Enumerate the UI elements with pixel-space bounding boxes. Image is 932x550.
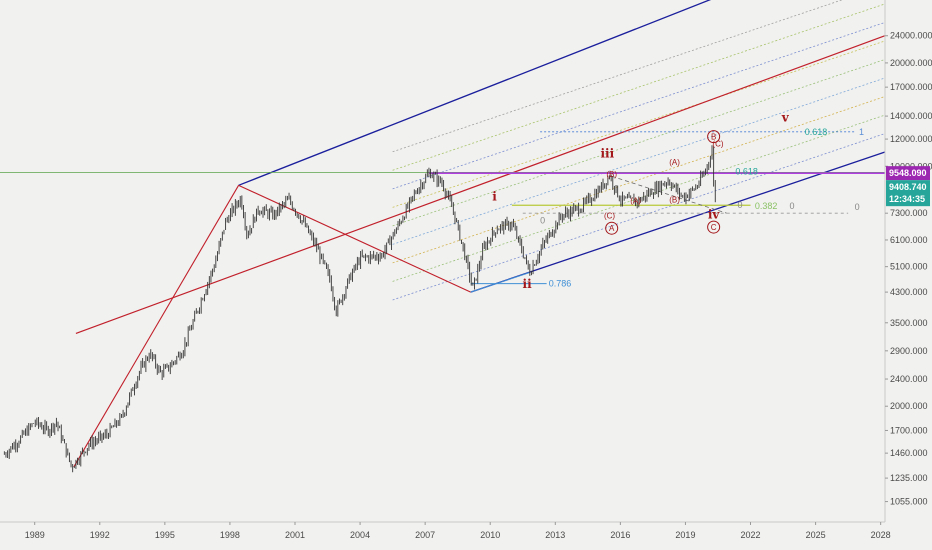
subwave-label: (C) [604, 211, 615, 220]
horizontal-levels [0, 131, 885, 293]
fan-line [392, 133, 886, 301]
fib-fan-lines [392, 0, 886, 301]
y-tick-label: 1055.000 [890, 497, 928, 507]
blue-upper-channel-line [238, 0, 712, 186]
price-series [3, 145, 716, 473]
subwave-label: (A) [630, 196, 641, 205]
y-tick-label: 5100.000 [890, 262, 928, 272]
fan-line [392, 0, 843, 153]
fib-label: 1 [859, 127, 864, 137]
x-tick-label: 2019 [675, 530, 695, 540]
circled-wave-marker [605, 221, 619, 235]
wave-label: i [492, 189, 497, 203]
wave-label: ii [523, 277, 533, 291]
circled-wave-marker [707, 220, 721, 234]
fib-label: 0 [540, 216, 545, 226]
red-median-line [75, 35, 886, 334]
purple-price-badge [886, 166, 930, 181]
fib-label: 0.618 [735, 167, 758, 177]
subwave-label: (C) [712, 140, 723, 149]
x-tick-label: 2022 [740, 530, 760, 540]
fan-line [392, 22, 886, 190]
wave-label: v [781, 111, 790, 125]
y-tick-label: 2000.000 [890, 401, 928, 411]
retracement-line [470, 272, 530, 293]
y-tick-label: 14000.000 [890, 111, 932, 121]
fan-line [392, 3, 886, 171]
y-tick-label: 7300.000 [890, 208, 928, 218]
subwave-label: (B) [669, 195, 680, 204]
y-tick-label: 2400.000 [890, 374, 928, 384]
circled-wave-marker [707, 130, 721, 144]
fan-line [392, 77, 886, 245]
x-tick-label: 2025 [806, 530, 826, 540]
y-tick-label: 6100.000 [890, 235, 928, 245]
fan-line [392, 114, 886, 282]
fan-line [392, 40, 886, 208]
y-tick-label: 1460.000 [890, 448, 928, 458]
circled-wave-label: A [609, 224, 615, 233]
x-tick-label: 1995 [155, 530, 175, 540]
red-impulse-line [73, 185, 240, 468]
blue-lower-channel-line [470, 151, 886, 293]
x-tick-label: 2004 [350, 530, 370, 540]
fib-label: 0 [738, 200, 743, 210]
y-tick-label: 20000.000 [890, 58, 932, 68]
fib-label: 0.382 [755, 201, 778, 211]
purple-price-badge-text: 9548.090 [889, 168, 927, 178]
fan-line [392, 96, 886, 264]
y-tick-label: 24000.000 [890, 31, 932, 41]
x-axis[interactable]: 1989 1992 1995 1998 2001 2004 2007 2010 2013 2016… [0, 521, 891, 540]
fib-label: 0.618 [805, 127, 828, 137]
subwave-label: (B) [606, 170, 617, 179]
y-tick-label: 12000.000 [890, 134, 932, 144]
y-axis[interactable]: 24000.000 20000.000 17000.000 14000.000 1200… [884, 0, 932, 522]
red-handle-line [238, 184, 471, 293]
x-tick-label: 2028 [871, 530, 891, 540]
fib-label: 0 [855, 202, 860, 212]
x-tick-label: 2001 [285, 530, 305, 540]
grey-dashed-trend [611, 175, 727, 214]
x-tick-label: 1989 [25, 530, 45, 540]
circled-wave-label: B [711, 133, 716, 142]
y-tick-label: 1700.000 [890, 425, 928, 435]
y-tick-label: 4300.000 [890, 287, 928, 297]
circled-wave-label: C [711, 223, 717, 232]
fan-line [392, 59, 886, 227]
x-tick-label: 2013 [545, 530, 565, 540]
current-price-text: 9408.740 [889, 182, 927, 192]
fib-label: 0.786 [549, 279, 572, 289]
wave-label: iii [601, 147, 615, 161]
x-tick-label: 1998 [220, 530, 240, 540]
x-tick-label: 1992 [90, 530, 110, 540]
x-tick-label: 2016 [610, 530, 630, 540]
price-badges: 9548.090 9408.740 12:34:35 [886, 166, 930, 207]
x-tick-label: 2007 [415, 530, 435, 540]
candle-timer-text: 12:34:35 [889, 194, 925, 204]
fib-label: 0 [790, 201, 795, 211]
y-tick-label: 17000.000 [890, 82, 932, 92]
current-price-badge [886, 180, 930, 207]
subwave-label: (A) [669, 158, 680, 167]
x-tick-label: 2010 [480, 530, 500, 540]
y-tick-label: 2900.000 [890, 346, 928, 356]
y-tick-label: 1235.000 [890, 473, 928, 483]
trend-channels [73, 0, 886, 468]
y-tick-label: 3500.000 [890, 318, 928, 328]
wave-label: iv [708, 207, 721, 221]
